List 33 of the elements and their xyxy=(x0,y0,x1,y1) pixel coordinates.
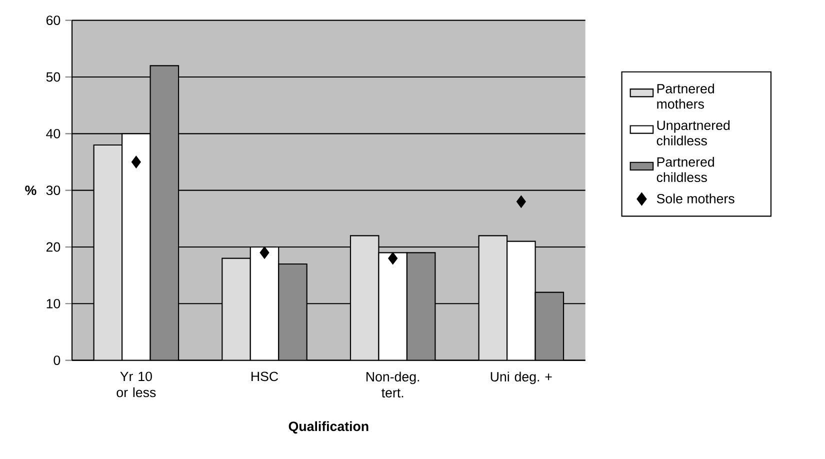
y-tick-label: 10 xyxy=(46,298,60,308)
legend-label: Sole mothers xyxy=(656,194,734,204)
bar xyxy=(278,263,308,360)
point xyxy=(388,252,398,265)
point xyxy=(516,195,526,208)
x-tick-label: Yr 10 or less xyxy=(116,372,156,398)
y-tick-label: 40 xyxy=(46,128,60,138)
legend-label: Unpartnered childless xyxy=(656,120,730,146)
bar xyxy=(250,246,280,360)
bar xyxy=(506,240,536,360)
x-axis-title: Qualification xyxy=(288,421,368,434)
y-tick-label: 50 xyxy=(46,72,60,82)
bar xyxy=(93,144,123,360)
x-tick-label: Non-deg. tert. xyxy=(366,372,420,398)
y-tick-label: 60 xyxy=(46,16,60,26)
bar xyxy=(122,133,151,360)
bar xyxy=(378,252,408,360)
legend-label: Partnered mothers xyxy=(657,84,714,109)
point xyxy=(131,156,141,168)
y-tick-label: 20 xyxy=(46,242,60,252)
x-tick-label: HSC xyxy=(252,372,278,382)
bar xyxy=(534,292,564,360)
bar xyxy=(350,235,380,360)
bar xyxy=(478,235,508,360)
y-tick-label: 30 xyxy=(46,186,60,196)
bar xyxy=(150,65,180,360)
point xyxy=(260,246,270,259)
x-tick-label: Uni deg. + xyxy=(490,372,552,384)
bar xyxy=(406,252,436,360)
legend-label: Partnered childless xyxy=(656,156,714,182)
y-tick-label: 0 xyxy=(54,356,60,366)
y-axis-title: % xyxy=(25,186,36,196)
bar xyxy=(222,258,251,360)
